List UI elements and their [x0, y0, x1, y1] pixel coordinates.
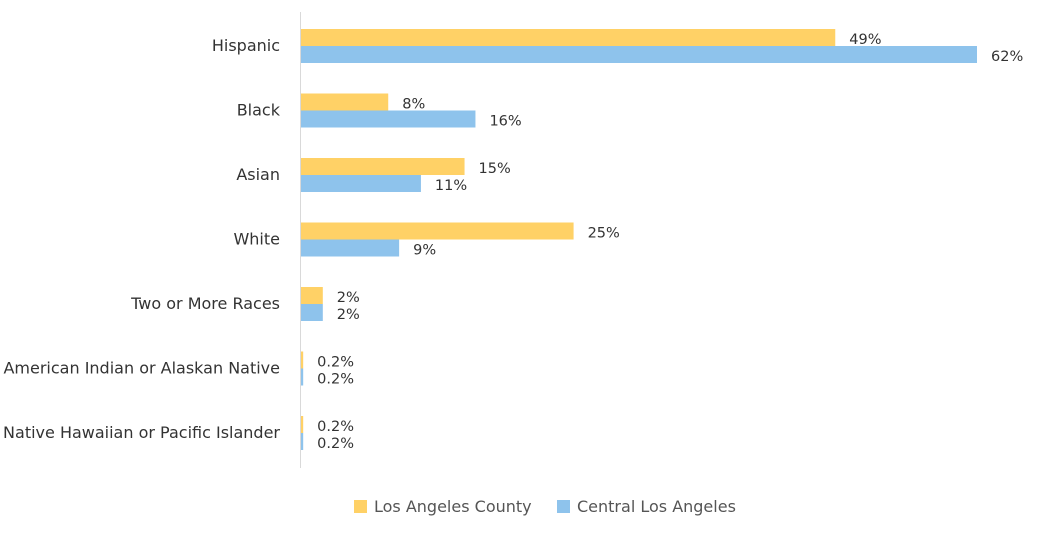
category-label-asian: Asian — [236, 165, 280, 184]
legend-swatch-la-county — [354, 500, 367, 513]
legend-label-central-la: Central Los Angeles — [577, 497, 736, 516]
bar-central-la-black — [301, 110, 476, 128]
bar-la-county-american-indian-or-alaskan-native — [301, 351, 304, 369]
value-label-la-county-two-or-more-races: 2% — [337, 290, 360, 306]
bar-la-county-two-or-more-races — [301, 287, 323, 304]
bar-central-la-two-or-more-races — [301, 304, 323, 321]
category-label-white: White — [233, 230, 280, 249]
value-label-central-la-two-or-more-races: 2% — [337, 307, 360, 323]
legend-item-central-la: Central Los Angeles — [557, 497, 736, 516]
bar-central-la-hispanic — [301, 46, 977, 63]
value-label-central-la-hispanic: 62% — [991, 49, 1023, 65]
category-label-american-indian-or-alaskan-native: American Indian or Alaskan Native — [3, 359, 280, 378]
value-label-central-la-native-hawaiian-or-pacific-islander: 0.2% — [317, 436, 354, 452]
bar-la-county-hispanic — [301, 29, 836, 46]
value-label-la-county-american-indian-or-alaskan-native: 0.2% — [317, 355, 354, 371]
value-labels: 49%62%8%16%15%11%25%9%2%2%0.2%0.2%0.2%0.… — [317, 32, 1023, 452]
bar-la-county-asian — [301, 158, 465, 175]
value-label-central-la-asian: 11% — [435, 178, 467, 194]
bar-central-la-native-hawaiian-or-pacific-islander — [301, 433, 304, 450]
value-label-la-county-black: 8% — [402, 97, 425, 113]
bar-la-county-native-hawaiian-or-pacific-islander — [301, 416, 304, 433]
bar-central-la-american-indian-or-alaskan-native — [301, 368, 304, 386]
value-label-la-county-white: 25% — [588, 226, 620, 242]
value-label-la-county-asian: 15% — [479, 161, 511, 177]
value-label-central-la-american-indian-or-alaskan-native: 0.2% — [317, 372, 354, 388]
value-label-la-county-hispanic: 49% — [849, 32, 881, 48]
bar-la-county-black — [301, 93, 389, 111]
bar-central-la-white — [301, 239, 400, 257]
category-label-two-or-more-races: Two or More Races — [130, 294, 280, 313]
legend-item-la-county: Los Angeles County — [354, 497, 532, 516]
category-label-black: Black — [237, 101, 281, 120]
bars-group — [301, 29, 977, 450]
value-label-central-la-black: 16% — [489, 114, 521, 130]
bar-la-county-white — [301, 222, 574, 240]
category-labels: Hispanic Black Asian White Two or More Races… — [3, 36, 281, 442]
category-label-native-hawaiian-or-pacific-islander: Native Hawaiian or Pacific Islander — [3, 423, 280, 442]
legend-label-la-county: Los Angeles County — [374, 497, 532, 516]
category-label-hispanic: Hispanic — [212, 36, 280, 55]
value-label-la-county-native-hawaiian-or-pacific-islander: 0.2% — [317, 419, 354, 435]
value-label-central-la-white: 9% — [413, 243, 436, 259]
legend-swatch-central-la — [557, 500, 570, 513]
bar-chart: Hispanic Black Asian White Two or More Races… — [3, 12, 1023, 468]
legend: Los Angeles County Central Los Angeles — [0, 497, 1046, 521]
bar-central-la-asian — [301, 175, 421, 192]
